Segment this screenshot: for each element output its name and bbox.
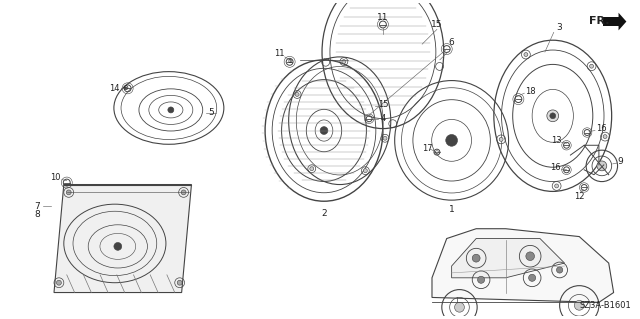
Circle shape: [445, 135, 458, 146]
Circle shape: [56, 280, 61, 285]
Circle shape: [574, 300, 584, 310]
Polygon shape: [603, 17, 618, 26]
Polygon shape: [618, 13, 627, 30]
Circle shape: [320, 127, 328, 135]
Circle shape: [524, 53, 528, 56]
Polygon shape: [432, 229, 614, 302]
Text: ⊕: ⊕: [287, 59, 292, 64]
Text: 11: 11: [275, 49, 285, 58]
Text: 10: 10: [50, 173, 60, 182]
Circle shape: [114, 242, 122, 250]
Circle shape: [342, 60, 346, 63]
Circle shape: [177, 280, 182, 285]
Circle shape: [168, 107, 174, 113]
Text: 4: 4: [380, 114, 385, 123]
Text: 16: 16: [596, 124, 607, 133]
Text: 18: 18: [525, 87, 536, 96]
Text: 17: 17: [422, 144, 433, 153]
Text: 11: 11: [377, 13, 388, 22]
Text: 2: 2: [321, 210, 327, 219]
Text: 16: 16: [550, 163, 561, 172]
Text: 1: 1: [449, 204, 454, 214]
Text: 12: 12: [574, 192, 584, 201]
Text: 8: 8: [35, 211, 40, 219]
Text: 14: 14: [109, 84, 119, 93]
Circle shape: [67, 190, 71, 195]
Text: 5: 5: [208, 108, 214, 117]
Circle shape: [472, 254, 480, 262]
Text: 15: 15: [431, 20, 443, 29]
Circle shape: [477, 276, 484, 283]
Circle shape: [310, 167, 314, 171]
Text: 9: 9: [618, 158, 623, 167]
Circle shape: [589, 64, 593, 68]
Text: 15: 15: [378, 100, 388, 108]
Circle shape: [597, 161, 607, 171]
Polygon shape: [452, 239, 564, 278]
Circle shape: [550, 113, 556, 119]
Polygon shape: [54, 184, 191, 293]
Circle shape: [603, 135, 607, 138]
Text: 13: 13: [552, 136, 562, 145]
Circle shape: [454, 302, 465, 312]
Circle shape: [295, 93, 299, 96]
Circle shape: [547, 110, 559, 122]
Circle shape: [555, 184, 559, 188]
Text: 6: 6: [449, 38, 454, 47]
Circle shape: [181, 190, 186, 195]
Circle shape: [499, 137, 503, 141]
Circle shape: [529, 274, 536, 281]
Circle shape: [526, 252, 534, 261]
Circle shape: [364, 169, 367, 173]
Text: FR.: FR.: [589, 16, 609, 26]
Circle shape: [557, 267, 563, 273]
Text: 7: 7: [35, 202, 40, 211]
Text: SZ3A-B1601: SZ3A-B1601: [579, 301, 631, 310]
Text: ⊕: ⊕: [123, 85, 129, 91]
Circle shape: [383, 136, 387, 140]
Text: 3: 3: [557, 23, 563, 32]
